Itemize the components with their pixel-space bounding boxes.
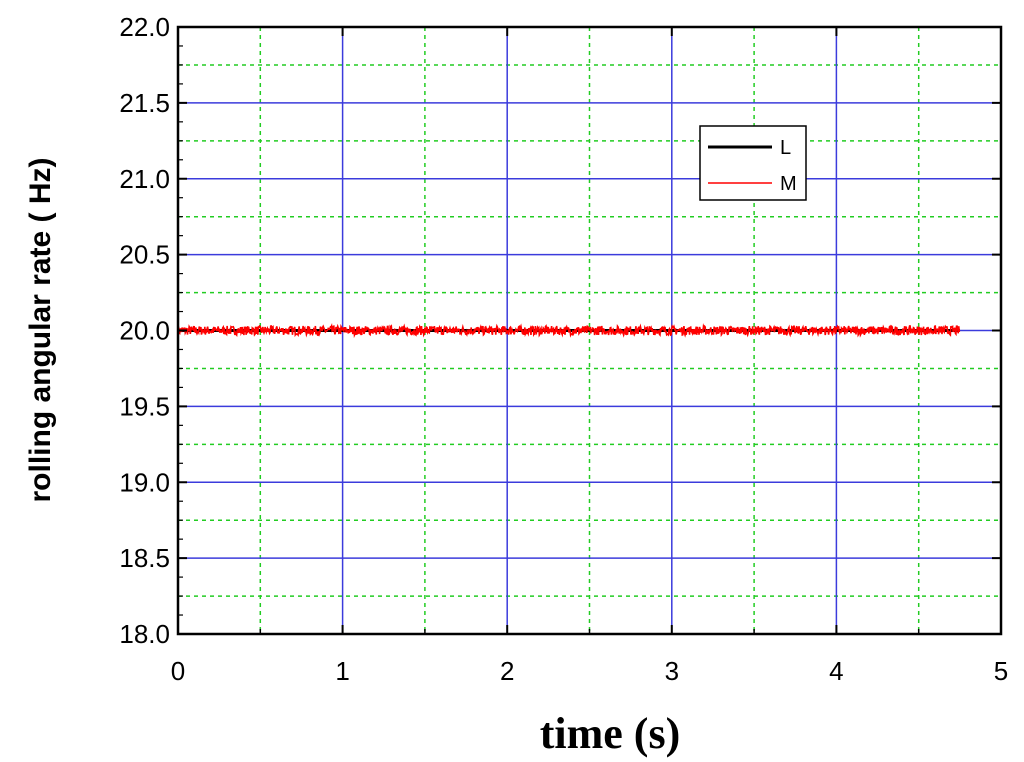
legend-label-L: L (780, 137, 791, 159)
legend-label-M: M (780, 173, 797, 195)
y-tick-labels: 18.0 18.5 19.0 19.5 20.0 20.5 21.0 21.5 22.0 (119, 12, 170, 649)
legend-box (699, 125, 807, 201)
legend: LM (699, 125, 807, 201)
x-axis-label: time (s) (540, 709, 681, 758)
y-tick-label: 21.5 (119, 88, 170, 118)
x-tick-label: 4 (829, 656, 843, 686)
y-tick-label: 20.5 (119, 240, 170, 270)
x-tick-label: 1 (335, 656, 349, 686)
major-grid (178, 27, 1001, 634)
y-tick-label: 18.5 (119, 543, 170, 573)
x-tick-labels: 0 1 2 3 4 5 (171, 656, 1008, 686)
y-tick-label: 21.0 (119, 164, 170, 194)
y-tick-label: 22.0 (119, 12, 170, 42)
axes (176, 25, 1003, 636)
y-tick-label: 19.0 (119, 467, 170, 497)
x-tick-label: 0 (171, 656, 185, 686)
minor-grid (178, 27, 1001, 634)
x-tick-label: 5 (994, 656, 1008, 686)
y-tick-label: 20.0 (119, 316, 170, 346)
y-tick-label: 18.0 (119, 619, 170, 649)
x-tick-label: 3 (665, 656, 679, 686)
series-layer (177, 322, 961, 339)
y-axis-label: rolling angular rate ( Hz) (24, 157, 57, 502)
x-tick-label: 2 (500, 656, 514, 686)
y-tick-label: 19.5 (119, 391, 170, 421)
series-line-M (177, 322, 961, 339)
